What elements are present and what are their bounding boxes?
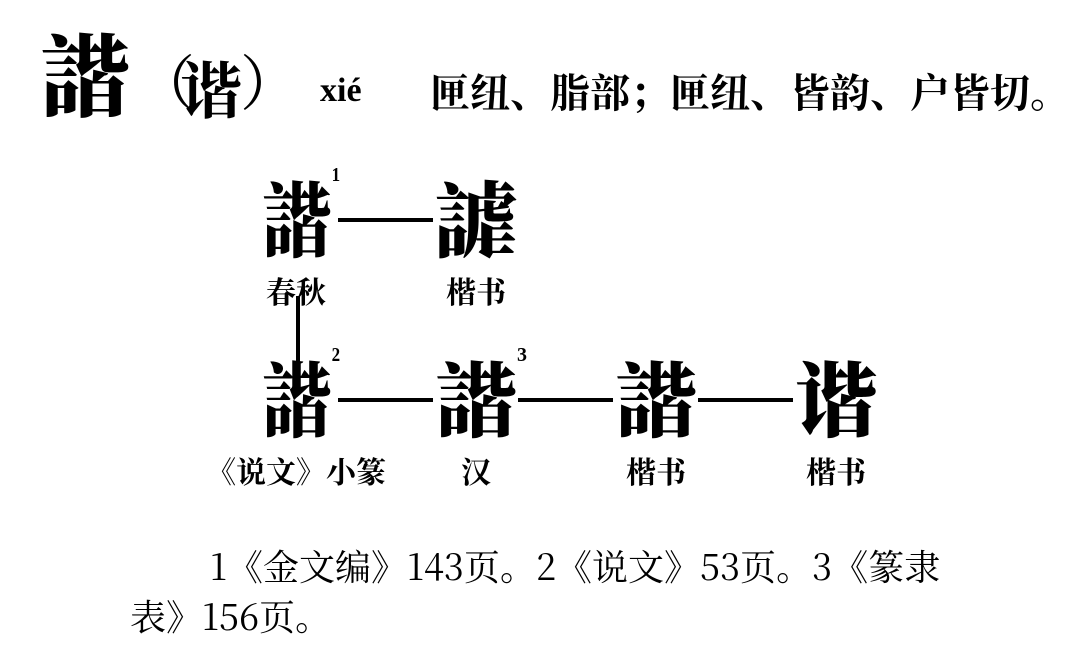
caption-top-1: 楷书 <box>435 268 517 312</box>
headword-simplified: 谐 <box>180 42 242 131</box>
glyph-bot-0: 諧2 <box>262 355 340 437</box>
glyph-top-0-sup: 1 <box>332 164 341 186</box>
glyph-top-1: 謔 <box>435 175 517 257</box>
connector-h-bot-3 <box>698 398 793 402</box>
glyph-top-0: 諧1 <box>262 175 340 257</box>
glyph-bot-2-char: 諧 <box>615 337 697 454</box>
page-root: 諧 （ 谐 ） xié 匣纽、脂部；匣纽、皆韵、户皆切。 諧1 謔 春秋 楷书 … <box>0 0 1080 662</box>
connector-h-bot-2 <box>518 398 613 402</box>
header-row: 諧 <box>40 25 130 115</box>
caption-bot-2: 楷书 <box>615 448 697 492</box>
headword-traditional: 諧 <box>40 5 130 135</box>
paren-close: ） <box>240 50 300 110</box>
glyph-bot-2: 諧 <box>615 355 697 437</box>
connector-h-top <box>338 218 433 222</box>
glyph-bot-0-sup: 2 <box>332 344 341 366</box>
footnote-line-1: 1《金文编》143页。2《说文》53页。3《篆隶 <box>210 540 940 591</box>
caption-bot-1: 汉 <box>435 448 517 492</box>
glyph-bot-1-sup: 3 <box>517 344 527 366</box>
glyph-bot-3: 谐 <box>795 355 877 437</box>
glyph-top-1-char: 謔 <box>435 157 517 274</box>
glyph-bot-1: 諧3 <box>435 355 527 437</box>
glyph-bot-1-char: 諧 <box>435 337 517 454</box>
connector-v-left <box>296 296 300 370</box>
glyph-top-0-char: 諧 <box>262 157 332 274</box>
glyph-bot-3-char: 谐 <box>795 337 877 454</box>
phonology-text: 匣纽、脂部；匣纽、皆韵、户皆切。 <box>430 62 1070 119</box>
connector-h-bot-1 <box>338 398 433 402</box>
pinyin: xié <box>320 72 362 110</box>
caption-bot-0: 《说文》小篆 <box>205 448 387 492</box>
footnote-line-2: 表》156页。 <box>130 590 331 641</box>
caption-bot-3: 楷书 <box>795 448 877 492</box>
